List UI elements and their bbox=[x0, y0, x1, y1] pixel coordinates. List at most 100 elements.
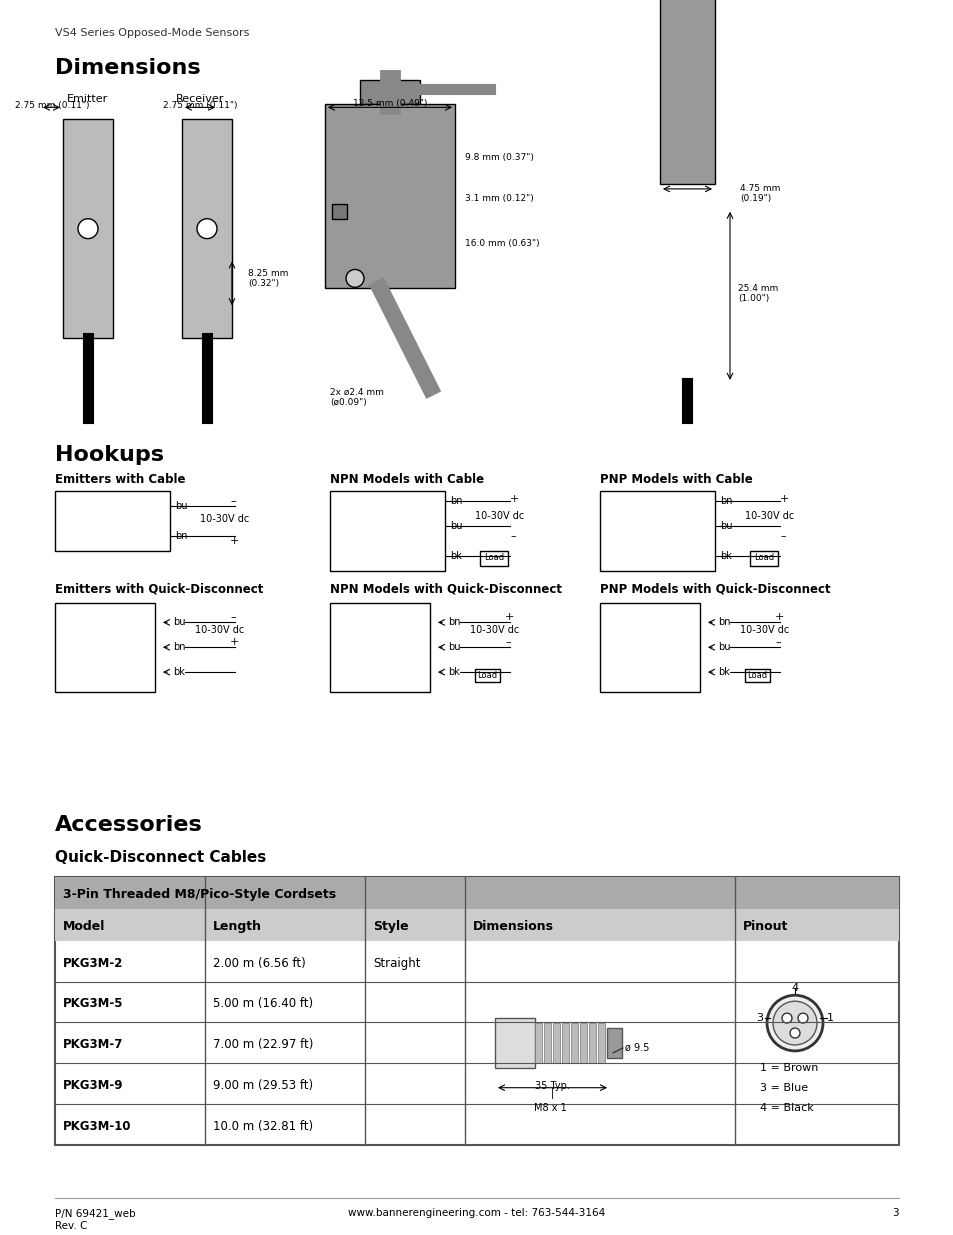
Circle shape bbox=[346, 269, 364, 288]
Circle shape bbox=[789, 1028, 800, 1037]
Text: 1: 1 bbox=[826, 1013, 833, 1023]
Text: 4: 4 bbox=[791, 983, 798, 993]
Bar bbox=[332, 204, 347, 219]
Text: Straight: Straight bbox=[373, 957, 420, 969]
Bar bbox=[553, 1023, 559, 1063]
Text: +: + bbox=[504, 613, 514, 622]
Text: bk: bk bbox=[448, 667, 459, 677]
Text: 3-Pin Threaded M8/Pico-Style Cordsets: 3-Pin Threaded M8/Pico-Style Cordsets bbox=[63, 888, 335, 902]
Text: 10-30V dc: 10-30V dc bbox=[475, 511, 524, 521]
Text: –: – bbox=[780, 531, 785, 541]
Bar bbox=[744, 669, 769, 682]
Bar bbox=[359, 79, 419, 105]
Text: 35 Typ.: 35 Typ. bbox=[534, 1081, 569, 1091]
Bar bbox=[599, 603, 700, 692]
Text: –: – bbox=[774, 637, 780, 647]
Text: bk: bk bbox=[450, 551, 461, 561]
Text: 4 = Black: 4 = Black bbox=[760, 1103, 813, 1113]
Bar bbox=[588, 1023, 596, 1063]
Text: M8 x 1: M8 x 1 bbox=[533, 1103, 566, 1113]
Text: bu: bu bbox=[720, 521, 732, 531]
Bar bbox=[55, 909, 898, 941]
Text: Quick-Disconnect Cables: Quick-Disconnect Cables bbox=[55, 850, 266, 864]
Text: bu: bu bbox=[172, 618, 185, 627]
Text: Emitter: Emitter bbox=[68, 94, 109, 105]
Text: Accessories: Accessories bbox=[55, 815, 203, 835]
Text: 10-30V dc: 10-30V dc bbox=[744, 511, 794, 521]
Text: 3: 3 bbox=[755, 1013, 762, 1023]
Text: Load: Load bbox=[483, 553, 503, 562]
Bar bbox=[55, 877, 898, 909]
Text: +: + bbox=[230, 536, 239, 546]
Text: Length: Length bbox=[213, 920, 262, 934]
Bar bbox=[55, 603, 154, 692]
Text: Emitters with Cable: Emitters with Cable bbox=[55, 473, 185, 487]
Bar bbox=[561, 1023, 568, 1063]
Text: Dimensions: Dimensions bbox=[55, 58, 200, 78]
Circle shape bbox=[196, 219, 216, 238]
Text: Receiver: Receiver bbox=[175, 94, 224, 105]
Text: Emitters with Quick-Disconnect: Emitters with Quick-Disconnect bbox=[55, 583, 263, 595]
Text: PNP Models with Cable: PNP Models with Cable bbox=[599, 473, 752, 487]
Bar bbox=[659, 0, 714, 184]
Bar bbox=[543, 1023, 551, 1063]
Text: bk: bk bbox=[718, 667, 729, 677]
Bar bbox=[479, 551, 507, 566]
Text: 9.8 mm (0.37"): 9.8 mm (0.37") bbox=[464, 153, 534, 162]
Text: 9.00 m (29.53 ft): 9.00 m (29.53 ft) bbox=[213, 1079, 313, 1093]
Text: bu: bu bbox=[450, 521, 462, 531]
Bar bbox=[63, 120, 112, 338]
Text: 5.00 m (16.40 ft): 5.00 m (16.40 ft) bbox=[213, 998, 313, 1010]
Bar bbox=[535, 1023, 541, 1063]
Bar bbox=[55, 492, 170, 551]
Bar bbox=[598, 1023, 604, 1063]
Text: PKG3M-2: PKG3M-2 bbox=[63, 957, 123, 969]
Text: Style: Style bbox=[373, 920, 408, 934]
Text: ø 9.5: ø 9.5 bbox=[624, 1042, 649, 1053]
Text: 10-30V dc: 10-30V dc bbox=[200, 514, 249, 524]
Bar bbox=[330, 492, 444, 571]
Text: bn: bn bbox=[720, 496, 732, 506]
Text: bu: bu bbox=[448, 642, 460, 652]
Text: VS4 Series Opposed-Mode Sensors: VS4 Series Opposed-Mode Sensors bbox=[55, 28, 249, 38]
Text: PNP Models with Quick-Disconnect: PNP Models with Quick-Disconnect bbox=[599, 583, 830, 595]
Bar bbox=[182, 120, 232, 338]
Text: bn: bn bbox=[718, 618, 730, 627]
Text: NPN Models with Quick-Disconnect: NPN Models with Quick-Disconnect bbox=[330, 583, 561, 595]
Bar bbox=[330, 603, 430, 692]
Text: 2.75 mm (0.11"): 2.75 mm (0.11") bbox=[163, 101, 237, 110]
Text: NPN Models with Cable: NPN Models with Cable bbox=[330, 473, 483, 487]
Text: P/N 69421_web
Rev. C: P/N 69421_web Rev. C bbox=[55, 1208, 135, 1230]
Bar bbox=[55, 877, 898, 1145]
Circle shape bbox=[766, 995, 822, 1051]
Text: PKG3M-10: PKG3M-10 bbox=[63, 1120, 132, 1134]
Bar bbox=[475, 669, 499, 682]
Bar bbox=[579, 1023, 586, 1063]
Circle shape bbox=[781, 1013, 791, 1023]
Text: 3 = Blue: 3 = Blue bbox=[760, 1083, 807, 1093]
Text: –: – bbox=[510, 531, 515, 541]
Text: bn: bn bbox=[174, 531, 188, 541]
Bar bbox=[749, 551, 778, 566]
Text: Load: Load bbox=[746, 671, 766, 679]
Text: bk: bk bbox=[720, 551, 731, 561]
Text: –: – bbox=[230, 613, 235, 622]
Text: +: + bbox=[510, 494, 518, 504]
Text: –: – bbox=[230, 496, 235, 506]
Text: +: + bbox=[230, 637, 239, 647]
Text: bn: bn bbox=[172, 642, 185, 652]
Text: bn: bn bbox=[448, 618, 460, 627]
Circle shape bbox=[78, 219, 98, 238]
Text: 2.00 m (6.56 ft): 2.00 m (6.56 ft) bbox=[213, 957, 305, 969]
Text: 1 = Brown: 1 = Brown bbox=[760, 1063, 818, 1073]
Text: 25.4 mm
(1.00"): 25.4 mm (1.00") bbox=[738, 284, 778, 303]
Text: bu: bu bbox=[718, 642, 730, 652]
Text: 16.0 mm (0.63"): 16.0 mm (0.63") bbox=[464, 240, 539, 248]
Circle shape bbox=[772, 1002, 816, 1045]
Text: bu: bu bbox=[174, 501, 188, 511]
Bar bbox=[599, 492, 714, 571]
Text: PKG3M-7: PKG3M-7 bbox=[63, 1039, 123, 1051]
Text: +: + bbox=[780, 494, 788, 504]
Text: +: + bbox=[774, 613, 783, 622]
Text: –: – bbox=[504, 637, 510, 647]
